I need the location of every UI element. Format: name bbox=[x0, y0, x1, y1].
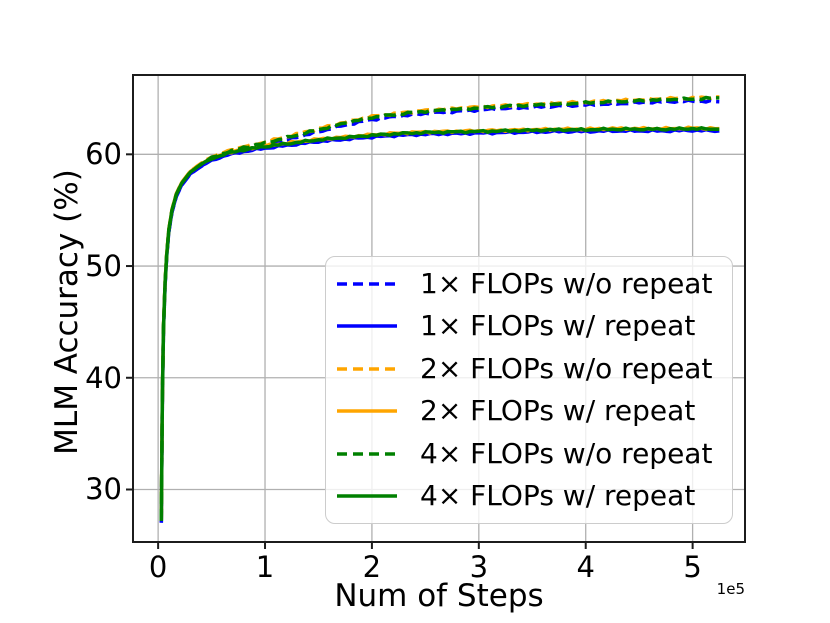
x-tick-label: 3 bbox=[469, 550, 489, 584]
x-tick-label: 1 bbox=[255, 550, 275, 584]
legend-sample-dashed-green-icon bbox=[337, 452, 397, 456]
legend-item-label: 4× FLOPs w/o repeat bbox=[420, 436, 713, 470]
legend-item: 4× FLOPs w/ repeat bbox=[336, 480, 732, 512]
series-curves bbox=[159, 95, 720, 523]
legend-item-label: 2× FLOPs w/o repeat bbox=[420, 351, 713, 385]
legend: 1× FLOPs w/o repeat 1× FLOPs w/ repeat 2… bbox=[325, 256, 733, 524]
legend-sample-solid-orange-icon bbox=[337, 409, 397, 413]
legend-sample-dashed-blue-icon bbox=[337, 281, 397, 286]
y-tick-label: 30 bbox=[85, 472, 122, 507]
legend-item-label: 4× FLOPs w/ repeat bbox=[420, 479, 696, 513]
legend-sample-solid-green-icon bbox=[337, 494, 397, 499]
legend-item-label: 1× FLOPs w/ repeat bbox=[420, 309, 696, 343]
legend-item: 1× FLOPs w/o repeat bbox=[336, 266, 732, 300]
axes-frame bbox=[132, 74, 746, 543]
axes-spines bbox=[132, 74, 746, 543]
x-tick-label: 5 bbox=[683, 550, 702, 584]
legend-item: 4× FLOPs w/o repeat bbox=[336, 436, 732, 470]
legend-sample-solid-blue-icon bbox=[337, 324, 397, 328]
x-tick-label: 2 bbox=[362, 550, 382, 584]
y-tick-label: 50 bbox=[85, 249, 122, 284]
tick-marks bbox=[126, 153, 694, 549]
legend-item: 1× FLOPs w/ repeat bbox=[336, 310, 732, 342]
x-axis-label: Num of Steps bbox=[334, 578, 544, 614]
series-curve-5 bbox=[159, 126, 720, 521]
y-axis-label: MLM Accuracy (%) bbox=[49, 169, 85, 455]
legend-item: 2× FLOPs w/o repeat bbox=[336, 351, 732, 385]
legend-item: 2× FLOPs w/ repeat bbox=[336, 395, 732, 427]
y-tick-label: 40 bbox=[85, 360, 122, 395]
y-tick-label: 60 bbox=[85, 137, 122, 172]
legend-item-label: 1× FLOPs w/o repeat bbox=[420, 266, 713, 300]
legend-item-label: 2× FLOPs w/ repeat bbox=[420, 394, 696, 428]
x-tick-label: 4 bbox=[576, 550, 595, 584]
series-curve-4 bbox=[159, 95, 720, 521]
x-axis-offset-label: 1e5 bbox=[716, 580, 745, 598]
x-tick-label: 0 bbox=[148, 550, 168, 584]
legend-sample-dashed-orange-icon bbox=[337, 366, 397, 371]
